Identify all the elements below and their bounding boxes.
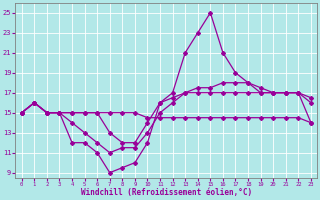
X-axis label: Windchill (Refroidissement éolien,°C): Windchill (Refroidissement éolien,°C) [81,188,252,197]
